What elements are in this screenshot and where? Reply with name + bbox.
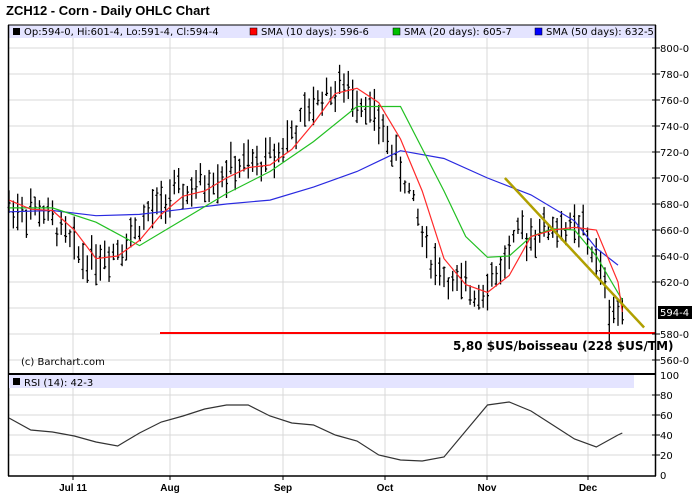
price-axis: 800-0 780-0 760-0 740-0 720-0 700-0 680-… <box>652 44 692 367</box>
date-axis: Jul 11 Aug Sep Oct Nov Dec <box>59 476 598 494</box>
rsi-line <box>8 401 623 462</box>
copyright-text: (c) Barchart.com <box>21 357 105 368</box>
svg-text:60: 60 <box>660 411 673 422</box>
downtrend-line <box>503 177 646 329</box>
svg-text:560-0: 560-0 <box>660 356 689 367</box>
sma20-legend-text: SMA (20 days): 605-7 <box>404 27 512 38</box>
svg-text:700-0: 700-0 <box>660 174 689 185</box>
sma20-legend-swatch <box>392 27 401 36</box>
svg-text:Nov: Nov <box>478 483 497 494</box>
svg-text:Sep: Sep <box>274 483 292 494</box>
sma50-legend-swatch <box>534 27 543 36</box>
svg-text:680-0: 680-0 <box>660 200 689 211</box>
svg-text:720-0: 720-0 <box>660 148 689 159</box>
price-grid <box>9 25 655 476</box>
rsi-legend-band <box>9 375 634 388</box>
sma10-line <box>8 87 623 312</box>
rsi-legend-swatch <box>13 378 20 385</box>
svg-text:Jul 11: Jul 11 <box>59 483 87 494</box>
last-price-value: 594-4 <box>660 308 689 319</box>
rsi-legend-text: RSI (14): 42-3 <box>24 378 93 389</box>
svg-text:80: 80 <box>660 391 673 402</box>
svg-text:580-0: 580-0 <box>660 330 689 341</box>
sma50-legend-text: SMA (50 days): 632-5 <box>546 27 654 38</box>
svg-text:800-0: 800-0 <box>660 44 689 55</box>
svg-text:20: 20 <box>660 451 673 462</box>
svg-text:0: 0 <box>660 471 666 482</box>
legend-band <box>9 25 655 38</box>
rsi-axis: 100 80 60 40 20 0 <box>652 371 679 482</box>
sma10-legend-text: SMA (10 days): 596-6 <box>261 27 369 38</box>
support-annotation: 5,80 $US/boisseau (228 $US/TM) <box>453 339 674 353</box>
ohlc-legend-swatch <box>13 28 20 35</box>
svg-text:760-0: 760-0 <box>660 96 689 107</box>
svg-text:780-0: 780-0 <box>660 70 689 81</box>
sma50-line <box>8 150 619 266</box>
ohlc-legend-text: Op:594-0, Hi:601-4, Lo:591-4, Cl:594-4 <box>24 27 219 38</box>
svg-text:660-0: 660-0 <box>660 226 689 237</box>
ohlc-bars <box>7 64 624 342</box>
svg-text:640-0: 640-0 <box>660 252 689 263</box>
svg-text:740-0: 740-0 <box>660 122 689 133</box>
sma10-legend-swatch <box>249 27 258 36</box>
svg-text:Dec: Dec <box>579 483 598 494</box>
svg-text:Oct: Oct <box>377 483 394 494</box>
last-price-tag <box>658 306 692 319</box>
svg-text:Aug: Aug <box>160 483 179 494</box>
svg-text:40: 40 <box>660 431 673 442</box>
svg-text:620-0: 620-0 <box>660 278 689 289</box>
svg-text:100: 100 <box>660 371 679 382</box>
chart-title: ZCH12 - Corn - Daily OHLC Chart <box>6 3 210 18</box>
